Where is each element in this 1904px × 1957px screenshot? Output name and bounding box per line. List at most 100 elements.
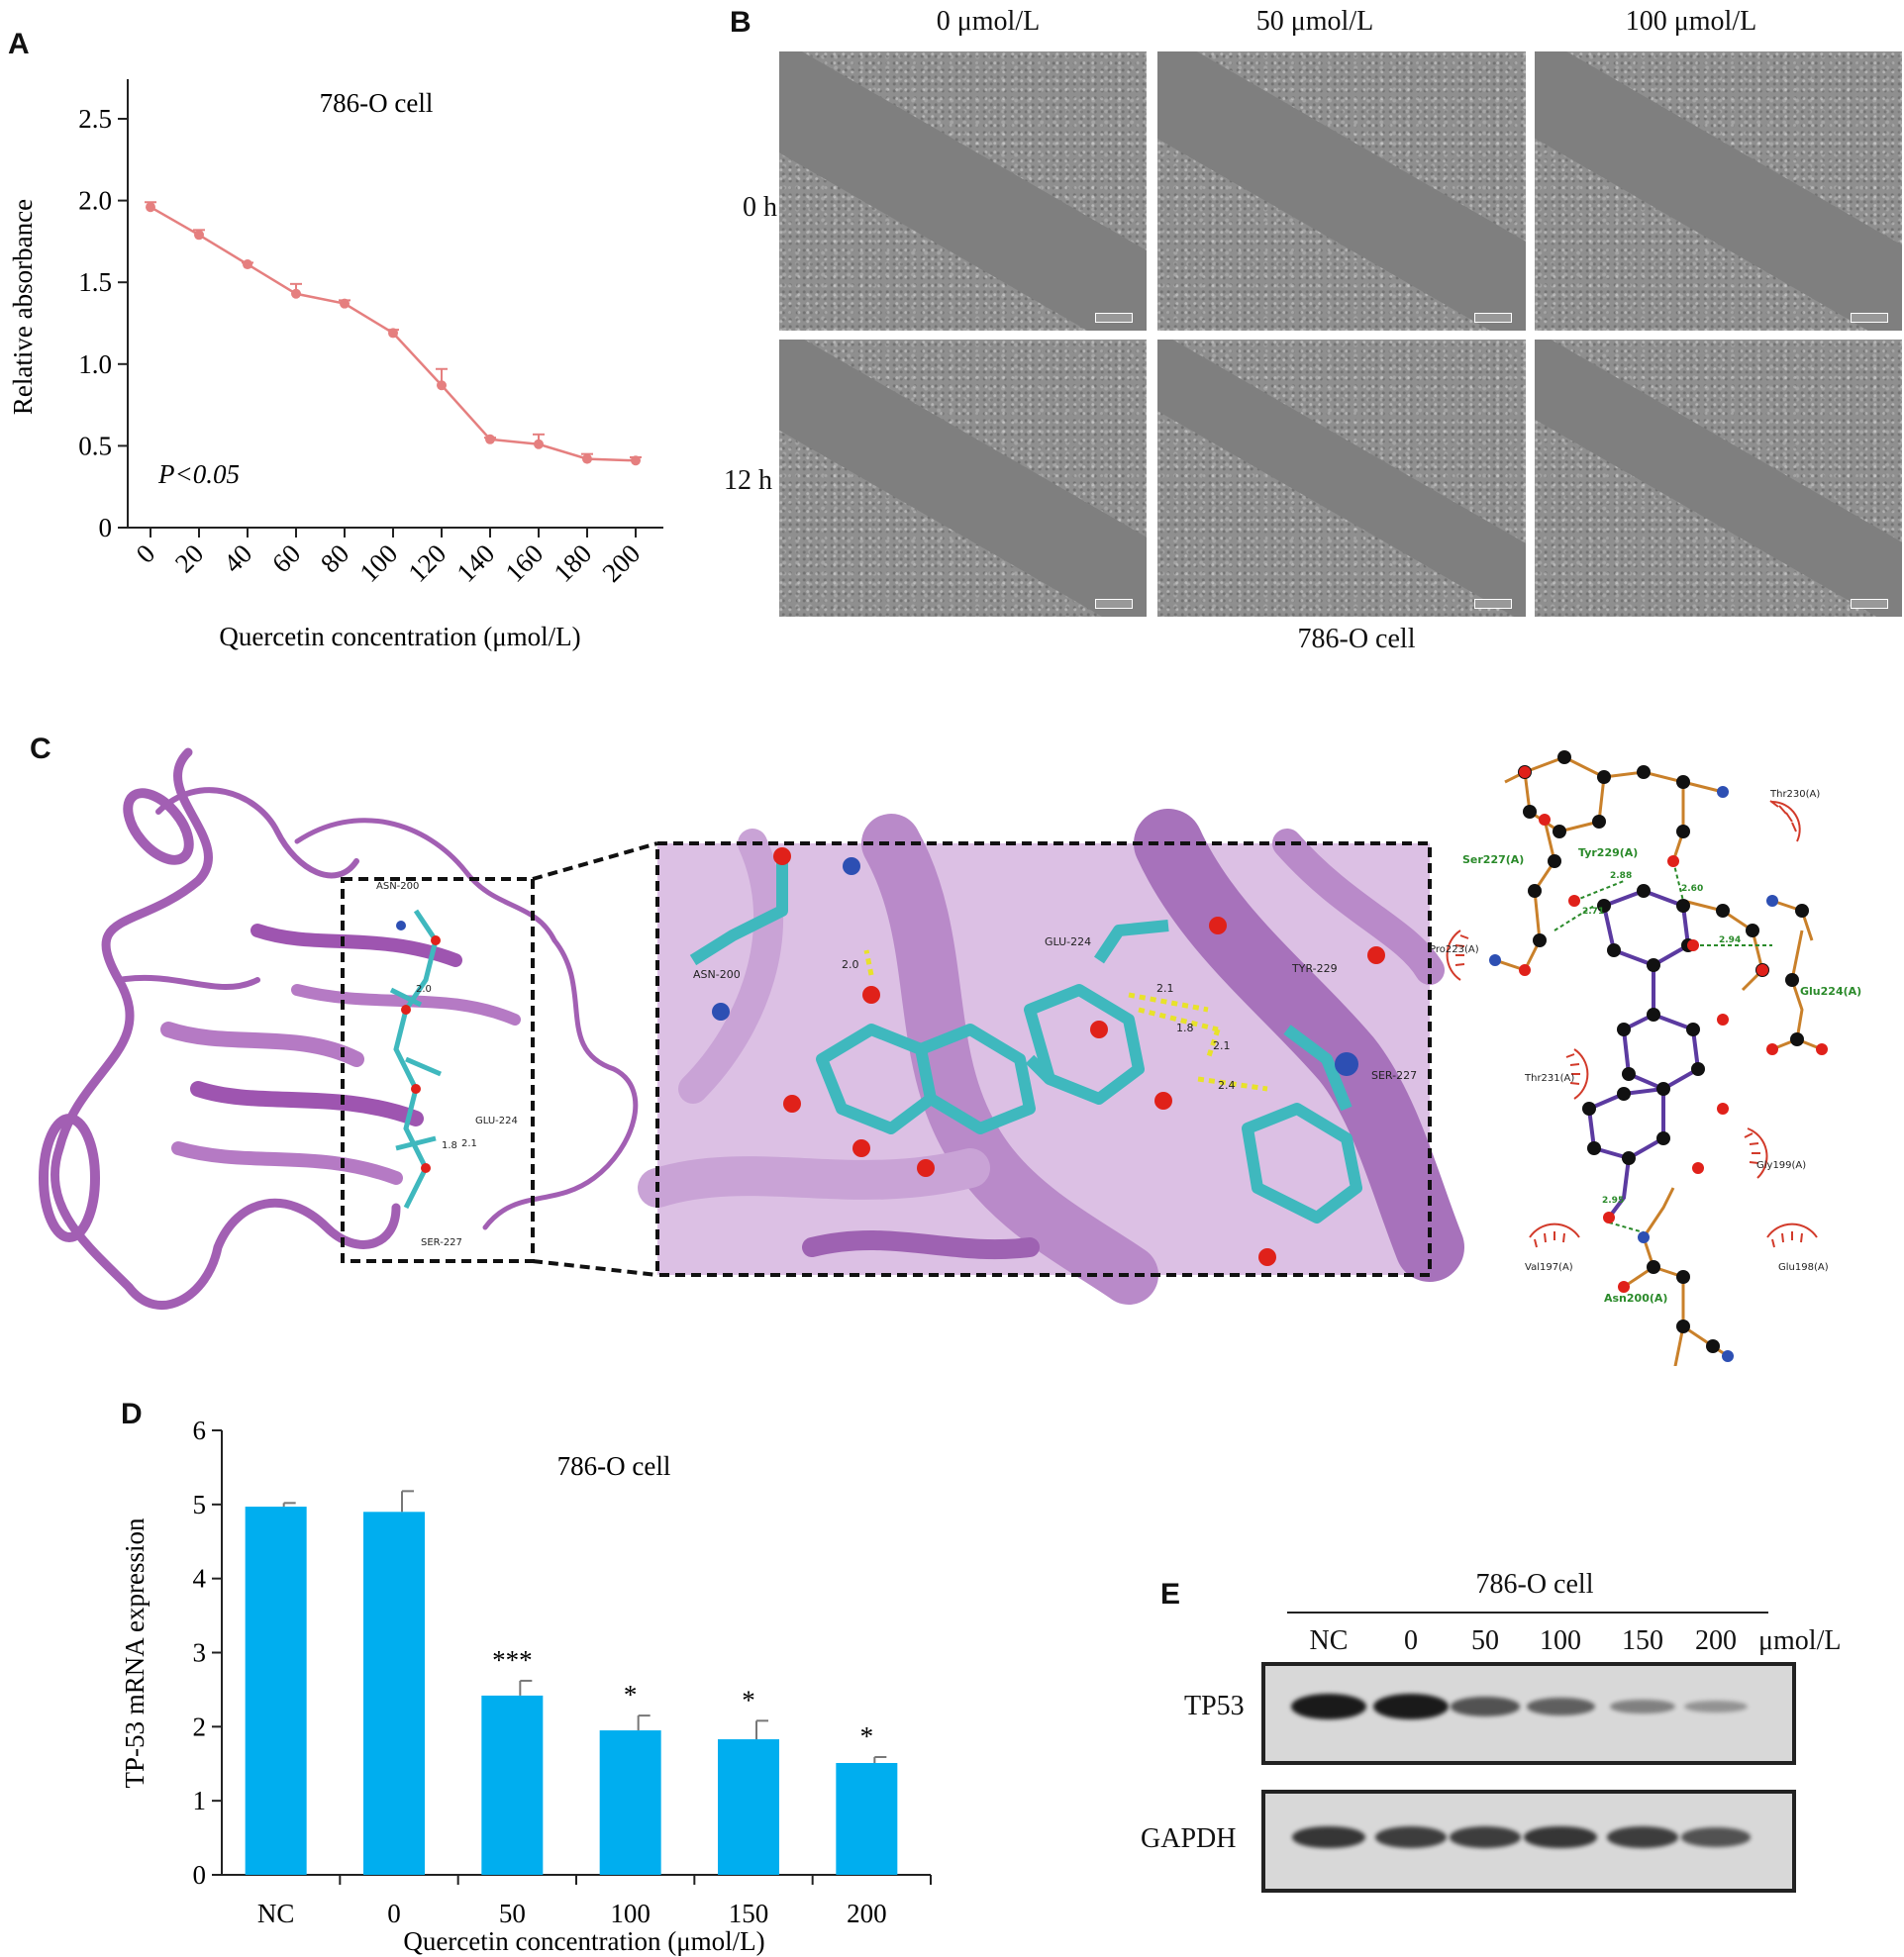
ligplot-dist-260: 2.60 xyxy=(1681,884,1703,894)
chart-d-bar xyxy=(481,1695,544,1875)
chart-d-ytick-label: 4 xyxy=(193,1564,207,1594)
zoom-label-dist-21a: 2.1 xyxy=(1156,982,1174,995)
blot-band-tp53 xyxy=(1291,1694,1366,1719)
chart-d-xtick-label: 0 xyxy=(387,1899,401,1928)
blot-band-tp53 xyxy=(1373,1694,1449,1719)
chart-a-point xyxy=(340,298,350,309)
chart-d-axes xyxy=(221,1430,931,1876)
chart-a-ytick-label: 2.5 xyxy=(78,104,112,134)
chart-a-point xyxy=(146,202,155,213)
blot-lane-label: 100 xyxy=(1540,1625,1581,1656)
ligplot-diagram: Ser227(A) Tyr229(A) Glu224(A) Asn200(A) … xyxy=(1430,750,1861,1366)
chart-d-xtick-label: 200 xyxy=(847,1899,887,1928)
chart-a-ytick-label: 1.0 xyxy=(78,349,112,379)
panel-b-col-label-2: 100 μmol/L xyxy=(1625,6,1757,37)
blot-band-tp53 xyxy=(1526,1698,1595,1715)
ligplot-hydrophobic-thr231: Thr231(A) xyxy=(1524,1073,1574,1084)
chart-d-ytick-label: 5 xyxy=(193,1490,207,1519)
chart-d-xtick-label: 50 xyxy=(499,1899,526,1928)
line-chart-a: 0 0.5 1.0 1.5 2.0 2.5 0 20 40 60 80 100 120 140 160 18… xyxy=(8,79,663,651)
chart-a-ytick-label: 0 xyxy=(99,513,113,542)
chart-d-bar xyxy=(599,1730,661,1875)
blot-lane-label: NC xyxy=(1309,1625,1349,1656)
chart-d-xlabel: Quercetin concentration (μmol/L) xyxy=(403,1926,764,1956)
chart-d-significance: * xyxy=(624,1680,638,1710)
blot-band-tp53 xyxy=(1610,1699,1675,1714)
zoom-label-dist-18: 1.8 xyxy=(1176,1022,1194,1034)
overview-label-ser227: SER-227 xyxy=(421,1237,462,1248)
chart-a-point xyxy=(534,439,544,449)
chart-d-ytick-label: 2 xyxy=(193,1712,207,1741)
blot-lane-label: 50 xyxy=(1471,1625,1499,1656)
micrograph-12h-100umol xyxy=(1535,340,1902,617)
chart-a-xtick-label: 20 xyxy=(169,538,209,578)
chart-a-xtick-label: 120 xyxy=(402,538,451,588)
overview-label-dist-18: 1.8 xyxy=(442,1140,457,1151)
zoom-view-frame xyxy=(655,841,1432,1277)
zoom-label-dist-21b: 2.1 xyxy=(1213,1039,1231,1052)
zoom-label-tyr229: TYR-229 xyxy=(1291,962,1338,975)
micrograph-12h-0umol xyxy=(779,340,1147,617)
chart-a-xtick-label: 160 xyxy=(499,538,549,588)
panel-b-col-label-0: 0 μmol/L xyxy=(936,6,1041,37)
overview-label-asn200: ASN-200 xyxy=(376,881,419,892)
blot-band-tp53 xyxy=(1683,1700,1749,1713)
chart-a-ylabel: Relative absorbance xyxy=(8,199,38,415)
chart-d-ytick-label: 6 xyxy=(193,1416,207,1445)
blot-band-gapdh xyxy=(1524,1825,1597,1849)
micrograph-0h-100umol xyxy=(1535,51,1902,331)
chart-a-point xyxy=(291,288,301,299)
chart-a-annotation: P<0.05 xyxy=(157,459,240,489)
chart-a-xtick-label: 100 xyxy=(353,538,403,588)
chart-a-xtick-label: 0 xyxy=(130,538,160,569)
chart-d-xtick-label: 150 xyxy=(729,1899,769,1928)
chart-a-xtick-label: 180 xyxy=(548,538,597,588)
chart-a-xtick-label: 40 xyxy=(218,538,257,578)
zoom-ligand xyxy=(689,861,1362,1223)
chart-d-ylabel: TP-53 mRNA expression xyxy=(120,1517,150,1788)
panel-letter-e: E xyxy=(1160,1578,1181,1611)
blot-row-label-gapdh: GAPDH xyxy=(1141,1823,1237,1854)
chart-a-ytick-label: 2.0 xyxy=(78,186,112,216)
blot-lane-label: 200 xyxy=(1695,1625,1737,1656)
zoom-label-ser227: SER-227 xyxy=(1371,1069,1417,1082)
panel-letter-b: B xyxy=(730,6,752,39)
panel-b-col-label-1: 50 μmol/L xyxy=(1255,6,1374,37)
panel-letter-c: C xyxy=(30,733,51,765)
zoom-label-asn200: ASN-200 xyxy=(693,968,741,981)
chart-d-significance: *** xyxy=(492,1645,533,1675)
ligplot-residue-glu224: Glu224(A) xyxy=(1800,985,1861,998)
overview-label-dist-20: 2.0 xyxy=(416,984,432,995)
chart-d-bar xyxy=(836,1763,898,1875)
blot-unit-label: μmol/L xyxy=(1758,1625,1842,1656)
chart-a-point xyxy=(437,380,447,391)
ligplot-dist-295: 2.95 xyxy=(1602,1196,1624,1206)
ligplot-dist-294: 2.94 xyxy=(1719,935,1741,945)
zoom-label-dist-24: 2.4 xyxy=(1218,1079,1236,1092)
blot-band-gapdh xyxy=(1680,1827,1752,1847)
blot-band-gapdh xyxy=(1606,1826,1679,1848)
chart-a-point xyxy=(631,455,641,466)
chart-a-xtick-label: 60 xyxy=(266,538,306,578)
ligplot-dist-271: 2.71 xyxy=(1582,907,1604,917)
blot-band-gapdh xyxy=(1374,1826,1448,1848)
chart-d-ytick-label: 1 xyxy=(193,1786,207,1815)
ligplot-hydrophobic-thr230: Thr230(A) xyxy=(1769,789,1820,800)
ligplot-residue-asn200: Asn200(A) xyxy=(1604,1292,1667,1305)
chart-a-ytick-label: 1.5 xyxy=(78,267,112,297)
protein-ribbon-overview xyxy=(39,747,639,1310)
chart-d-xtick-label: NC xyxy=(257,1899,295,1928)
panel-b-caption: 786-O cell xyxy=(1297,624,1416,654)
chart-d-significance: * xyxy=(742,1685,755,1714)
panel-b-row-label-1: 12 h xyxy=(724,465,772,496)
ligplot-hydrophobic-glu198: Glu198(A) xyxy=(1778,1262,1829,1273)
blot-row-label-tp53: TP53 xyxy=(1184,1691,1245,1721)
chart-a-ytick-label: 0.5 xyxy=(78,431,112,460)
ligplot-residue-tyr229: Tyr229(A) xyxy=(1578,846,1638,859)
chart-a-point xyxy=(485,434,495,444)
chart-d-bar xyxy=(363,1512,425,1875)
chart-a-axes xyxy=(127,79,663,529)
chart-a-point xyxy=(388,328,398,339)
chart-a-xtick-label: 140 xyxy=(451,538,500,588)
